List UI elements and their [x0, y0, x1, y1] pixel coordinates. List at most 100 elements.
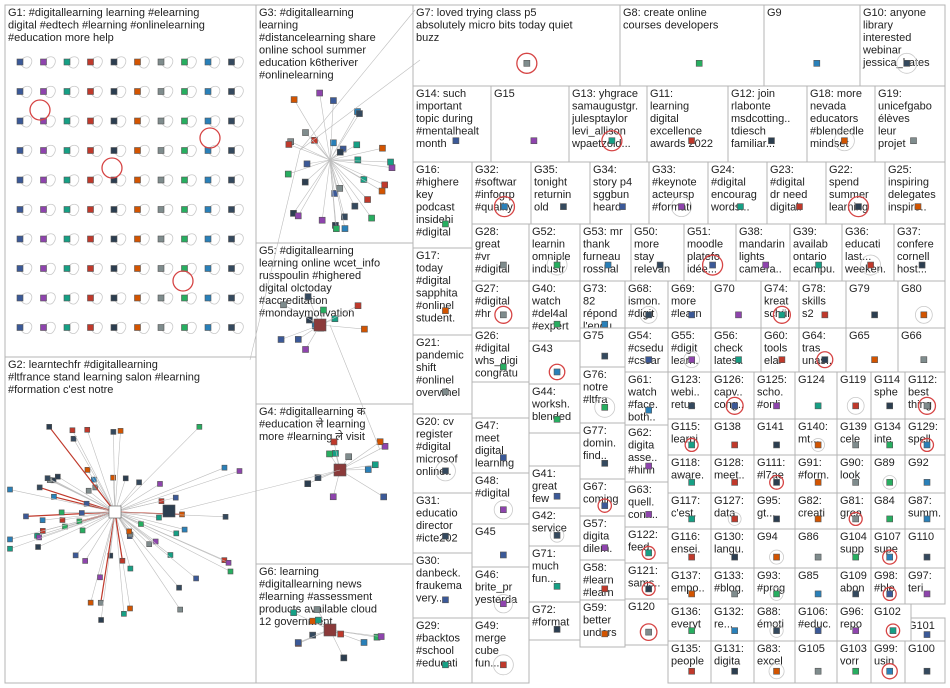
user-node: [500, 551, 507, 559]
user-node: [886, 553, 894, 561]
group-label: G9: [767, 7, 782, 19]
edge: [114, 511, 125, 614]
self-loop: [207, 321, 221, 334]
self-loop: [546, 254, 568, 276]
group-panel-g86: G86: [794, 528, 838, 569]
user-node: [110, 206, 118, 213]
user-node: [821, 356, 829, 363]
user-node: [923, 631, 931, 638]
edge: [86, 429, 116, 513]
group-panel-g83: G83: excel: [753, 640, 796, 684]
group-panel-border: [412, 85, 492, 163]
self-loop: [860, 254, 881, 276]
user-node: [63, 265, 71, 272]
group-panel-g122: G122: feed..: [624, 526, 669, 564]
group-panel-g129: G129: spell: [904, 418, 946, 456]
self-loop: [701, 254, 724, 276]
self-loop: [727, 512, 742, 526]
group-label: G35: tonight returnin old: [534, 164, 571, 214]
edge: [179, 469, 341, 511]
self-loop: [160, 321, 174, 334]
group-panel-border: [836, 371, 872, 420]
user-node: [886, 479, 894, 486]
group-panel-border: [589, 161, 650, 225]
user-node: [309, 631, 316, 639]
self-loop: [137, 115, 150, 128]
user-node: [87, 117, 94, 125]
group-panel-g45: G45: [471, 523, 530, 568]
user-node: [889, 627, 897, 634]
group-label: G114 sphe: [874, 374, 900, 399]
group-panel-border: [836, 603, 872, 642]
user-node: [523, 60, 531, 67]
user-node: [7, 486, 13, 493]
user-node: [40, 176, 47, 184]
self-loop: [919, 437, 935, 453]
self-loop: [19, 115, 33, 128]
user-node: [923, 515, 931, 523]
user-node: [294, 212, 302, 220]
user-node: [814, 402, 822, 410]
user-node: [179, 511, 185, 518]
user-node: [920, 311, 928, 319]
group-panel-g23: G23: #digital dr need digital.: [766, 161, 827, 225]
group-label: G87: summ.: [908, 495, 941, 520]
group-panel-g70: G70: [710, 280, 762, 329]
user-node: [381, 181, 389, 189]
user-node: [886, 667, 894, 675]
self-loop: [435, 460, 456, 482]
group-label: G41: great few: [532, 468, 557, 505]
group-panel-border: [794, 528, 838, 569]
self-loop: [601, 130, 623, 152]
user-node: [731, 590, 738, 598]
user-node: [814, 515, 822, 523]
group-label: G19: unicefgabo élèves leur projet: [878, 88, 932, 150]
edge: [329, 159, 385, 186]
edge: [62, 511, 116, 521]
user-node: [7, 536, 13, 543]
group-panel-g50: G50: more stay relevan: [630, 223, 685, 282]
user-node: [601, 502, 609, 509]
group-panel-border: [841, 223, 895, 282]
user-node: [126, 528, 132, 535]
edge: [293, 159, 331, 214]
user-node: [157, 294, 165, 302]
user-node: [82, 558, 88, 564]
group-label: G72: #format: [532, 604, 569, 629]
user-node: [85, 487, 92, 494]
group-panel-border: [528, 223, 581, 282]
self-loop: [207, 56, 221, 69]
edge: [73, 438, 116, 513]
user-node: [320, 306, 327, 314]
user-node: [134, 206, 141, 213]
user-node: [645, 511, 652, 518]
self-loop: [66, 292, 80, 305]
hub-node: [313, 318, 327, 332]
group-panel-border: [710, 418, 755, 456]
user-node: [923, 553, 931, 561]
group-label: G14: such important topic during #mentalhea…: [416, 88, 479, 150]
user-node: [290, 609, 297, 616]
group-panel-g62: G62: digita asse.. #hirin: [624, 424, 669, 483]
group-panel-g8: G8: create online courses developers: [619, 4, 765, 87]
group-panel-border: [794, 418, 838, 456]
user-node: [316, 89, 323, 97]
user-node: [442, 388, 449, 396]
group-label: G12: join rlabonte msdcotting.. tdiesch fami…: [731, 88, 790, 150]
user-node: [157, 324, 165, 331]
group-panel-g64: G64: tras unas..: [798, 327, 847, 373]
self-loop: [769, 474, 785, 490]
user-node: [601, 352, 609, 360]
group-panel-g47: G47: meet digital learning: [471, 417, 530, 474]
group-label: G59: better unders: [583, 602, 617, 639]
user-node: [500, 454, 507, 461]
group-label: G17: today #digital sapphita #onlinel student…: [416, 250, 458, 325]
group-panel-border: [667, 454, 712, 494]
group-panel-g28: G28: great #vr #digital: [471, 223, 530, 282]
user-node: [351, 202, 359, 210]
group-panel-border: [904, 528, 946, 569]
user-node: [442, 596, 449, 604]
user-node: [330, 97, 337, 104]
hub-node: [108, 505, 122, 519]
user-node: [204, 176, 212, 184]
